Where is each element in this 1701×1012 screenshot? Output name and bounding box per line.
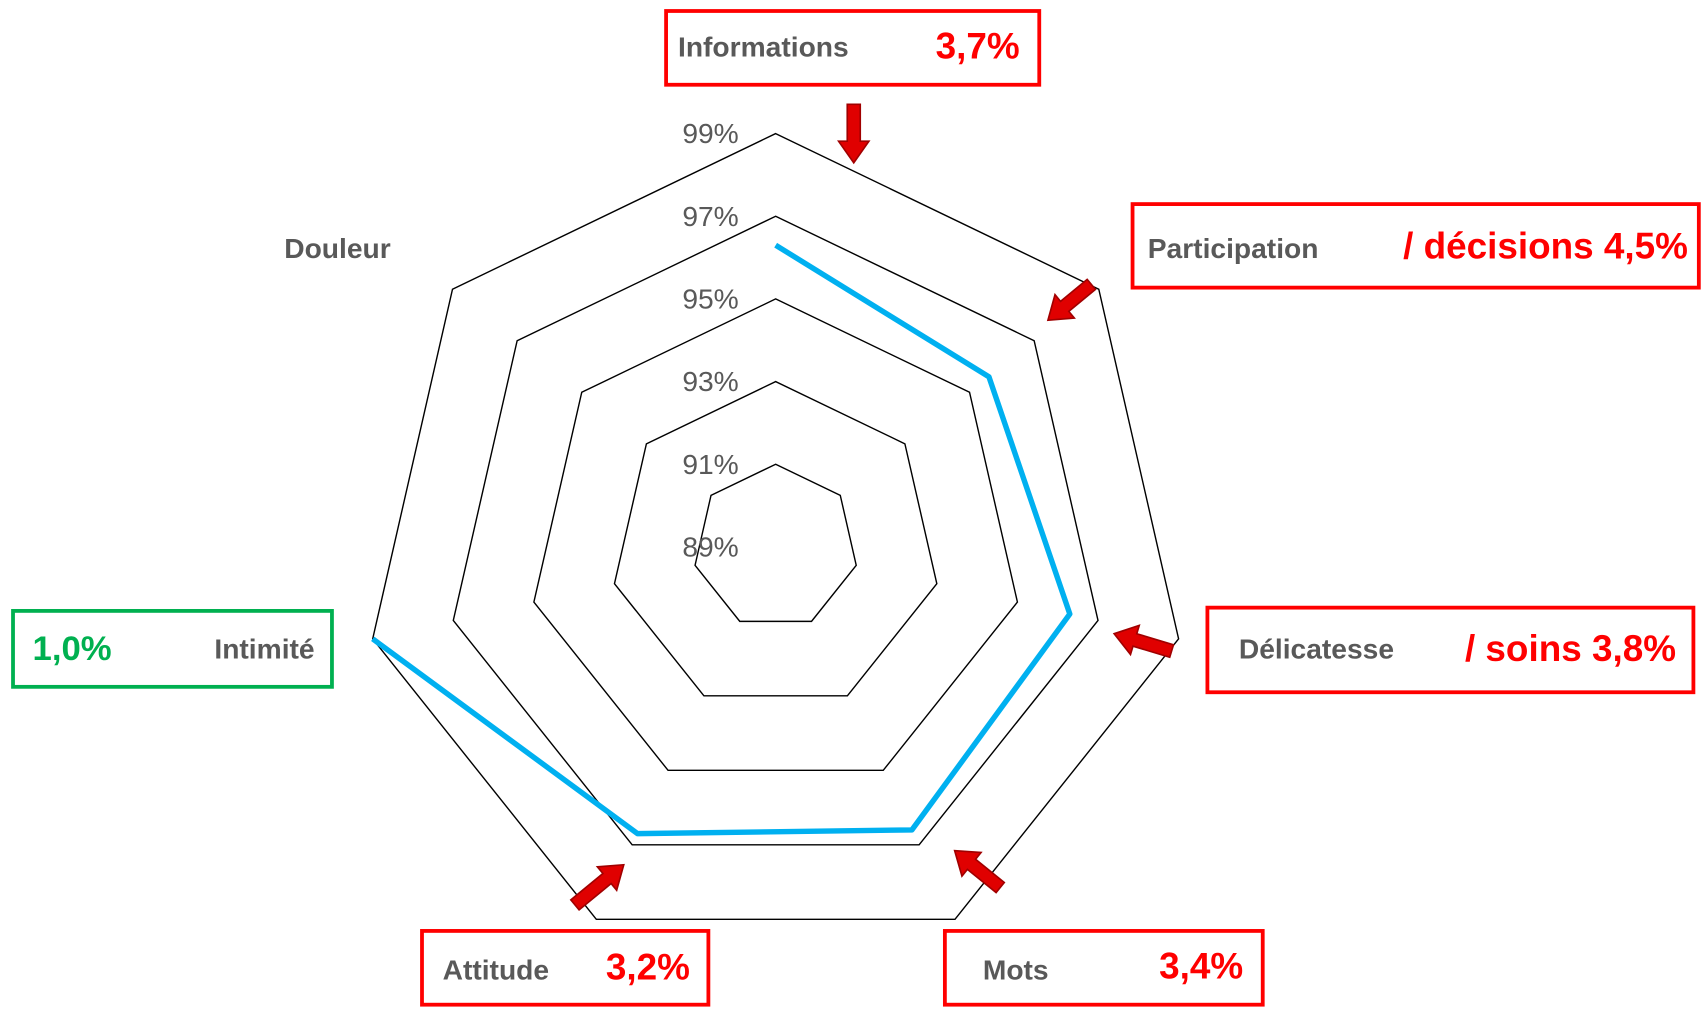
- category-label: Délicatesse: [1239, 632, 1394, 664]
- annotation-box: [942, 929, 1265, 1007]
- arrow: [569, 863, 625, 912]
- annotation: / décisions 4,5%: [1403, 225, 1688, 266]
- r-tick-label: 99%: [682, 117, 738, 149]
- grid-ring: [452, 215, 1099, 846]
- annotation-box: [664, 9, 1042, 87]
- grid-ring: [613, 380, 938, 697]
- annotation: 1,0%: [33, 630, 112, 668]
- annotation-box: [1130, 202, 1701, 290]
- arrow: [1112, 624, 1175, 659]
- arrow: [1046, 278, 1097, 322]
- category-label: Participation: [1148, 232, 1319, 264]
- arrow: [837, 103, 871, 165]
- annotation: 3,4%: [1159, 946, 1243, 987]
- annotation-box: [1205, 605, 1696, 695]
- category-label: Intimité: [214, 632, 314, 664]
- arrow: [953, 849, 1006, 894]
- category-label: Douleur: [284, 232, 391, 264]
- r-tick-label: 97%: [682, 200, 738, 232]
- grid-ring: [371, 132, 1180, 920]
- annotation: 3,2%: [606, 947, 690, 988]
- r-tick-label: 95%: [682, 283, 738, 315]
- r-tick-label: 89%: [682, 531, 738, 563]
- category-label: Attitude: [443, 954, 549, 986]
- annotation: / soins 3,8%: [1465, 628, 1676, 669]
- annotation: 3,7%: [936, 26, 1020, 67]
- annotation-box: [420, 929, 711, 1007]
- category-label: Mots: [983, 954, 1049, 986]
- annotation-box: [11, 608, 334, 689]
- grid-ring: [694, 463, 858, 623]
- r-tick-label: 93%: [682, 365, 738, 397]
- grid-ring: [533, 298, 1019, 772]
- r-tick-label: 91%: [682, 448, 738, 480]
- data-line: [371, 242, 1073, 837]
- category-label: Informations: [678, 30, 849, 62]
